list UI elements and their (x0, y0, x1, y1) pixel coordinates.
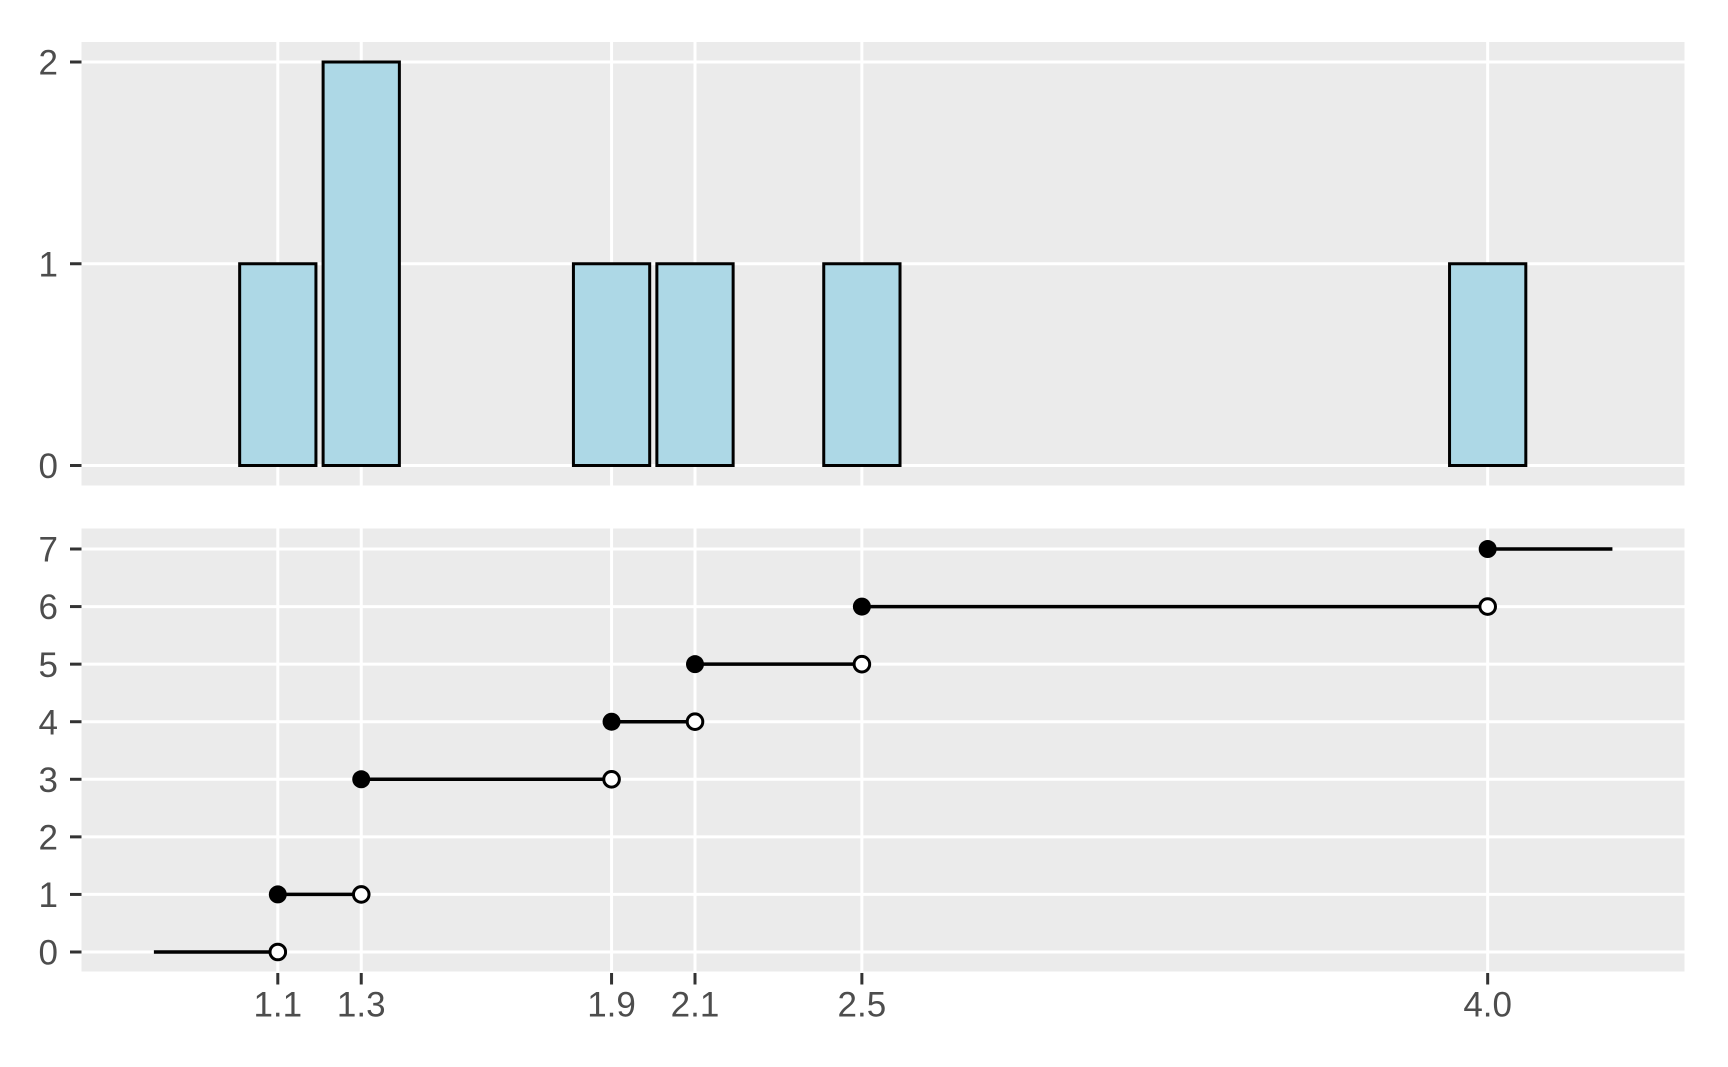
y-tick-label: 2 (39, 44, 58, 83)
ecdf-point-closed (686, 655, 704, 674)
y-tick-label: 0 (39, 447, 58, 486)
x-tick-label: 1.3 (337, 986, 386, 1025)
ecdf-point-open (852, 654, 872, 674)
y-tick-label: 7 (39, 531, 58, 570)
y-tick-label: 5 (39, 646, 58, 685)
ecdf-point-closed (1478, 540, 1497, 559)
ecdf-point-open (1478, 597, 1497, 616)
ecdf-point-closed (602, 712, 621, 731)
y-tick-label: 3 (39, 761, 58, 800)
histogram-bar (655, 262, 735, 467)
ecdf-point-open (268, 942, 288, 962)
ecdf-point-open (602, 769, 621, 789)
ecdf-point-open (685, 712, 705, 732)
ecdf-point-closed (852, 597, 871, 616)
ecdf-point-closed (352, 770, 371, 789)
y-tick-label: 1 (39, 876, 58, 915)
y-tick-label: 1 (39, 245, 58, 284)
y-tick-label: 4 (39, 703, 58, 742)
histogram-bar (1448, 262, 1528, 467)
histogram-bar (321, 60, 401, 467)
y-tick-label: 6 (39, 588, 58, 627)
y-tick-label: 0 (39, 934, 58, 973)
ecdf-point-open (351, 885, 371, 904)
x-tick-label: 2.5 (838, 986, 887, 1025)
x-tick-label: 4.0 (1463, 986, 1512, 1025)
y-tick-label: 2 (39, 818, 58, 857)
x-tick-label: 2.1 (671, 986, 720, 1025)
ecdf-point-closed (268, 885, 287, 904)
histogram-bar (822, 262, 902, 467)
ecdf-panel (81, 528, 1685, 972)
histogram-bar (571, 262, 652, 467)
x-tick-label: 1.1 (253, 986, 302, 1025)
histogram-bar (238, 262, 318, 467)
x-tick-label: 1.9 (587, 986, 636, 1025)
